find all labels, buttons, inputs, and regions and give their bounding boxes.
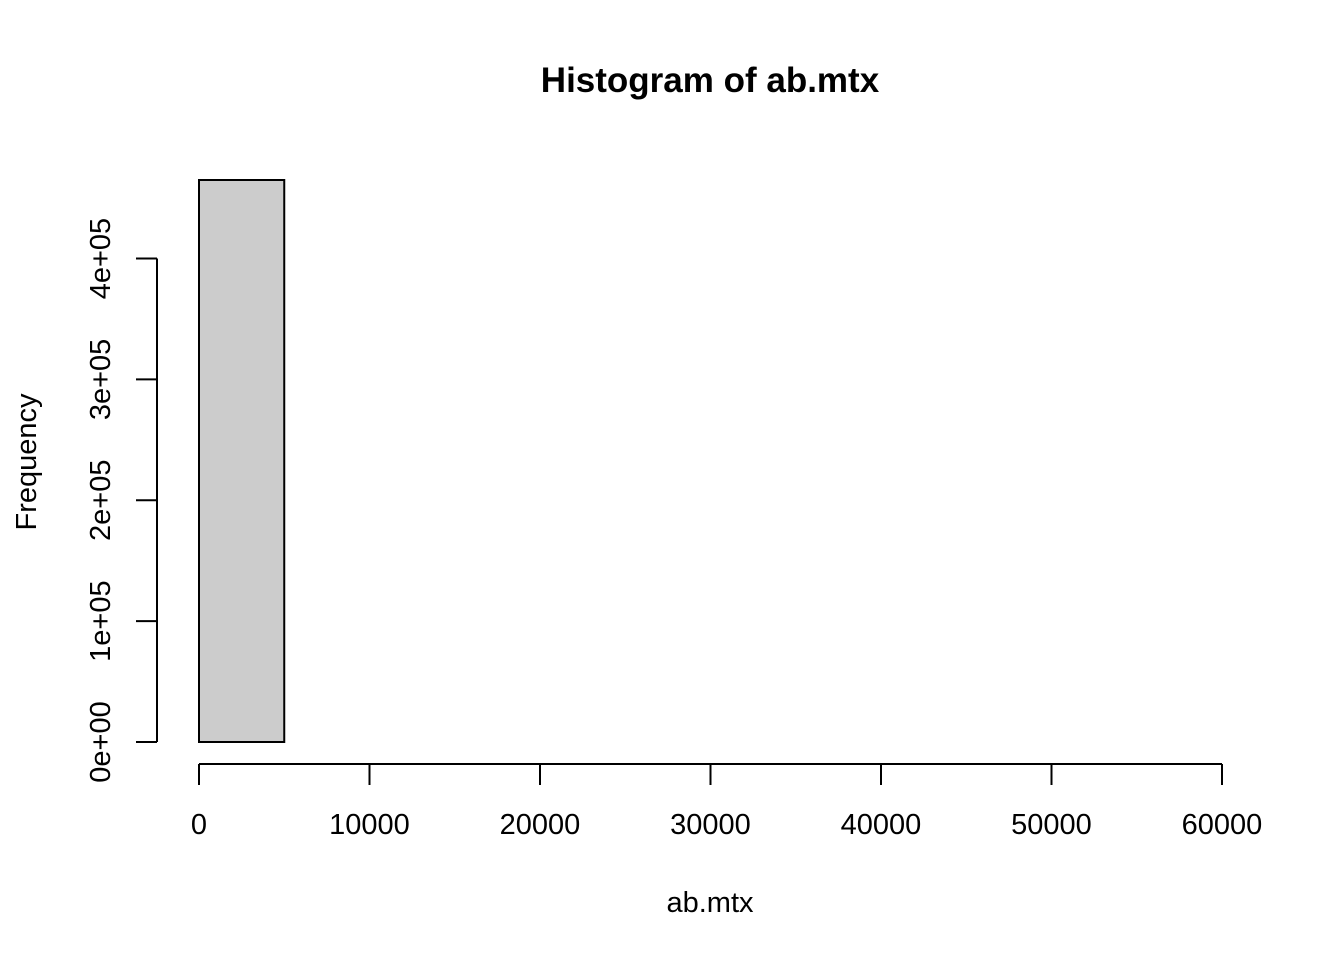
histogram-bar-0 xyxy=(198,179,286,743)
x-tick-label: 20000 xyxy=(500,809,581,841)
y-tick-label: 0e+00 xyxy=(85,701,117,782)
y-tick-label: 1e+05 xyxy=(85,580,117,661)
x-tick-label: 30000 xyxy=(670,809,751,841)
y-tick-label: 2e+05 xyxy=(85,460,117,541)
x-tick-label: 10000 xyxy=(329,809,410,841)
histogram-bars xyxy=(198,179,286,743)
y-tick-label: 4e+05 xyxy=(85,218,117,299)
x-axis-label: ab.mtx xyxy=(666,887,754,919)
x-tick-label: 50000 xyxy=(1011,809,1092,841)
chart-title: Histogram of ab.mtx xyxy=(541,61,880,100)
x-tick-label: 60000 xyxy=(1182,809,1263,841)
x-tick-label: 0 xyxy=(191,809,207,841)
y-tick-label: 3e+05 xyxy=(85,339,117,420)
y-axis: 0e+00 1e+05 2e+05 3e+05 4e+05 xyxy=(85,218,158,783)
x-axis: 0 10000 20000 30000 40000 50000 60000 xyxy=(191,763,1263,841)
x-tick-label: 40000 xyxy=(841,809,922,841)
y-axis-label: Frequency xyxy=(11,393,43,531)
